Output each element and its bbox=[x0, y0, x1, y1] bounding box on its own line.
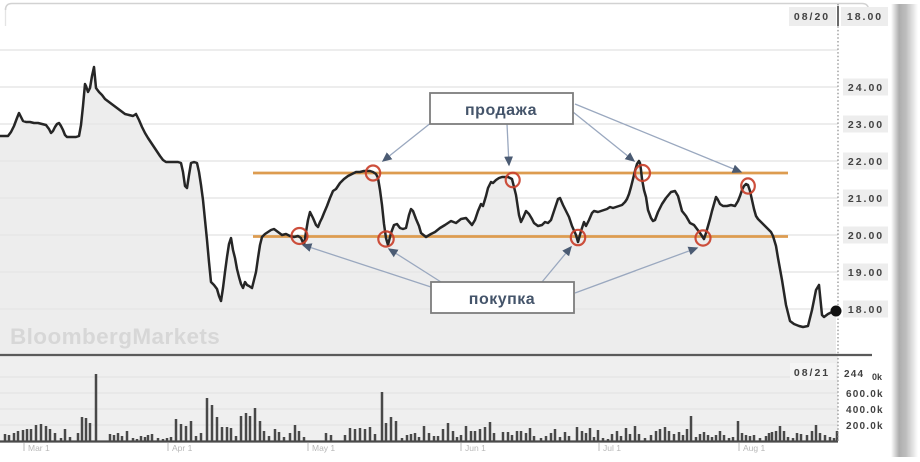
svg-text:244: 244 bbox=[844, 369, 864, 380]
svg-text:Mar 1: Mar 1 bbox=[28, 443, 50, 453]
svg-text:18.00: 18.00 bbox=[847, 11, 883, 23]
svg-text:400.0k: 400.0k bbox=[846, 405, 884, 416]
svg-text:Jun 1: Jun 1 bbox=[465, 443, 486, 453]
svg-text:08/20: 08/20 bbox=[794, 11, 830, 23]
svg-text:покупка: покупка bbox=[469, 291, 535, 308]
svg-text:продажа: продажа bbox=[465, 102, 537, 119]
svg-text:20.00: 20.00 bbox=[848, 230, 884, 242]
svg-text:200.0k: 200.0k bbox=[846, 421, 884, 432]
svg-text:22.00: 22.00 bbox=[848, 156, 884, 168]
svg-text:May 1: May 1 bbox=[312, 443, 335, 453]
svg-text:Aug 1: Aug 1 bbox=[743, 443, 765, 453]
svg-text:18.00: 18.00 bbox=[848, 304, 884, 316]
svg-text:600.0k: 600.0k bbox=[846, 389, 884, 400]
svg-text:21.00: 21.00 bbox=[848, 193, 884, 205]
svg-text:BloombergMarkets: BloombergMarkets bbox=[10, 324, 220, 349]
svg-text:Jul 1: Jul 1 bbox=[603, 443, 621, 453]
svg-text:19.00: 19.00 bbox=[848, 267, 884, 279]
svg-text:23.00: 23.00 bbox=[848, 119, 884, 131]
svg-text:24.00: 24.00 bbox=[848, 82, 884, 94]
svg-text:0k: 0k bbox=[872, 372, 883, 382]
svg-text:08/21: 08/21 bbox=[794, 367, 830, 379]
svg-text:Apr 1: Apr 1 bbox=[172, 443, 193, 453]
